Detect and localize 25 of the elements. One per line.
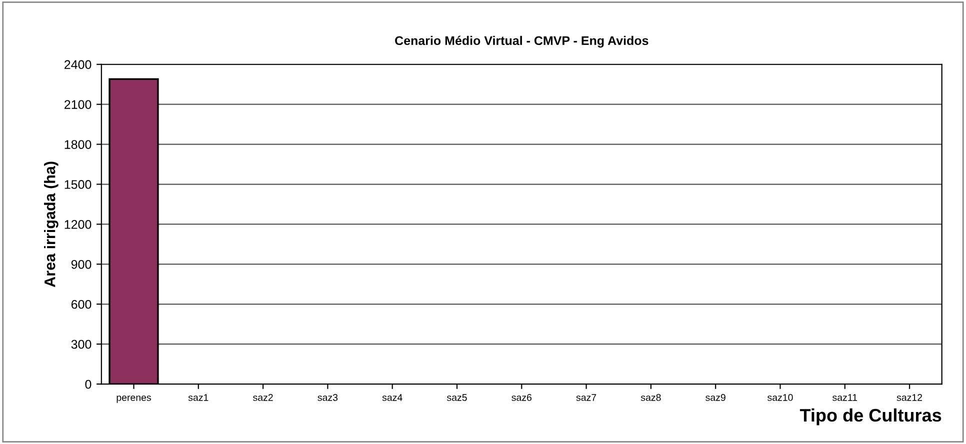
- y-tick-label: 900: [71, 260, 92, 269]
- x-axis-title: Tipo de Culturas: [800, 408, 942, 426]
- x-tick-label: saz1: [188, 394, 208, 401]
- y-tick-label: 1800: [64, 140, 92, 149]
- x-tick-label: saz9: [706, 394, 726, 401]
- y-tick-label: 2400: [64, 60, 92, 70]
- x-tick-label: saz3: [318, 394, 338, 401]
- chart-title: Cenario Médio Virtual - CMVP - Eng Avidos: [395, 36, 648, 48]
- x-tick-label: saz8: [640, 394, 661, 401]
- x-tick-label: saz10: [768, 394, 793, 401]
- y-tick-label: 300: [71, 340, 92, 349]
- x-tick-label: perenes: [116, 396, 151, 403]
- x-tick-label: saz2: [253, 394, 273, 401]
- x-tick-label: saz5: [446, 394, 467, 401]
- x-tick-label: saz7: [576, 394, 596, 401]
- x-tick-label: saz4: [382, 394, 402, 401]
- y-tick-label: 600: [71, 300, 92, 309]
- x-tick-label: saz6: [512, 394, 532, 401]
- y-tick-label: 1500: [64, 180, 92, 189]
- y-axis-title: Area irrigada (ha): [44, 162, 58, 288]
- x-tick-label: saz11: [832, 394, 858, 401]
- y-tick-label: 0: [85, 380, 92, 389]
- y-tick-label: 2100: [64, 100, 92, 109]
- y-tick-label: 1200: [64, 220, 92, 229]
- x-tick-label: saz12: [896, 394, 922, 401]
